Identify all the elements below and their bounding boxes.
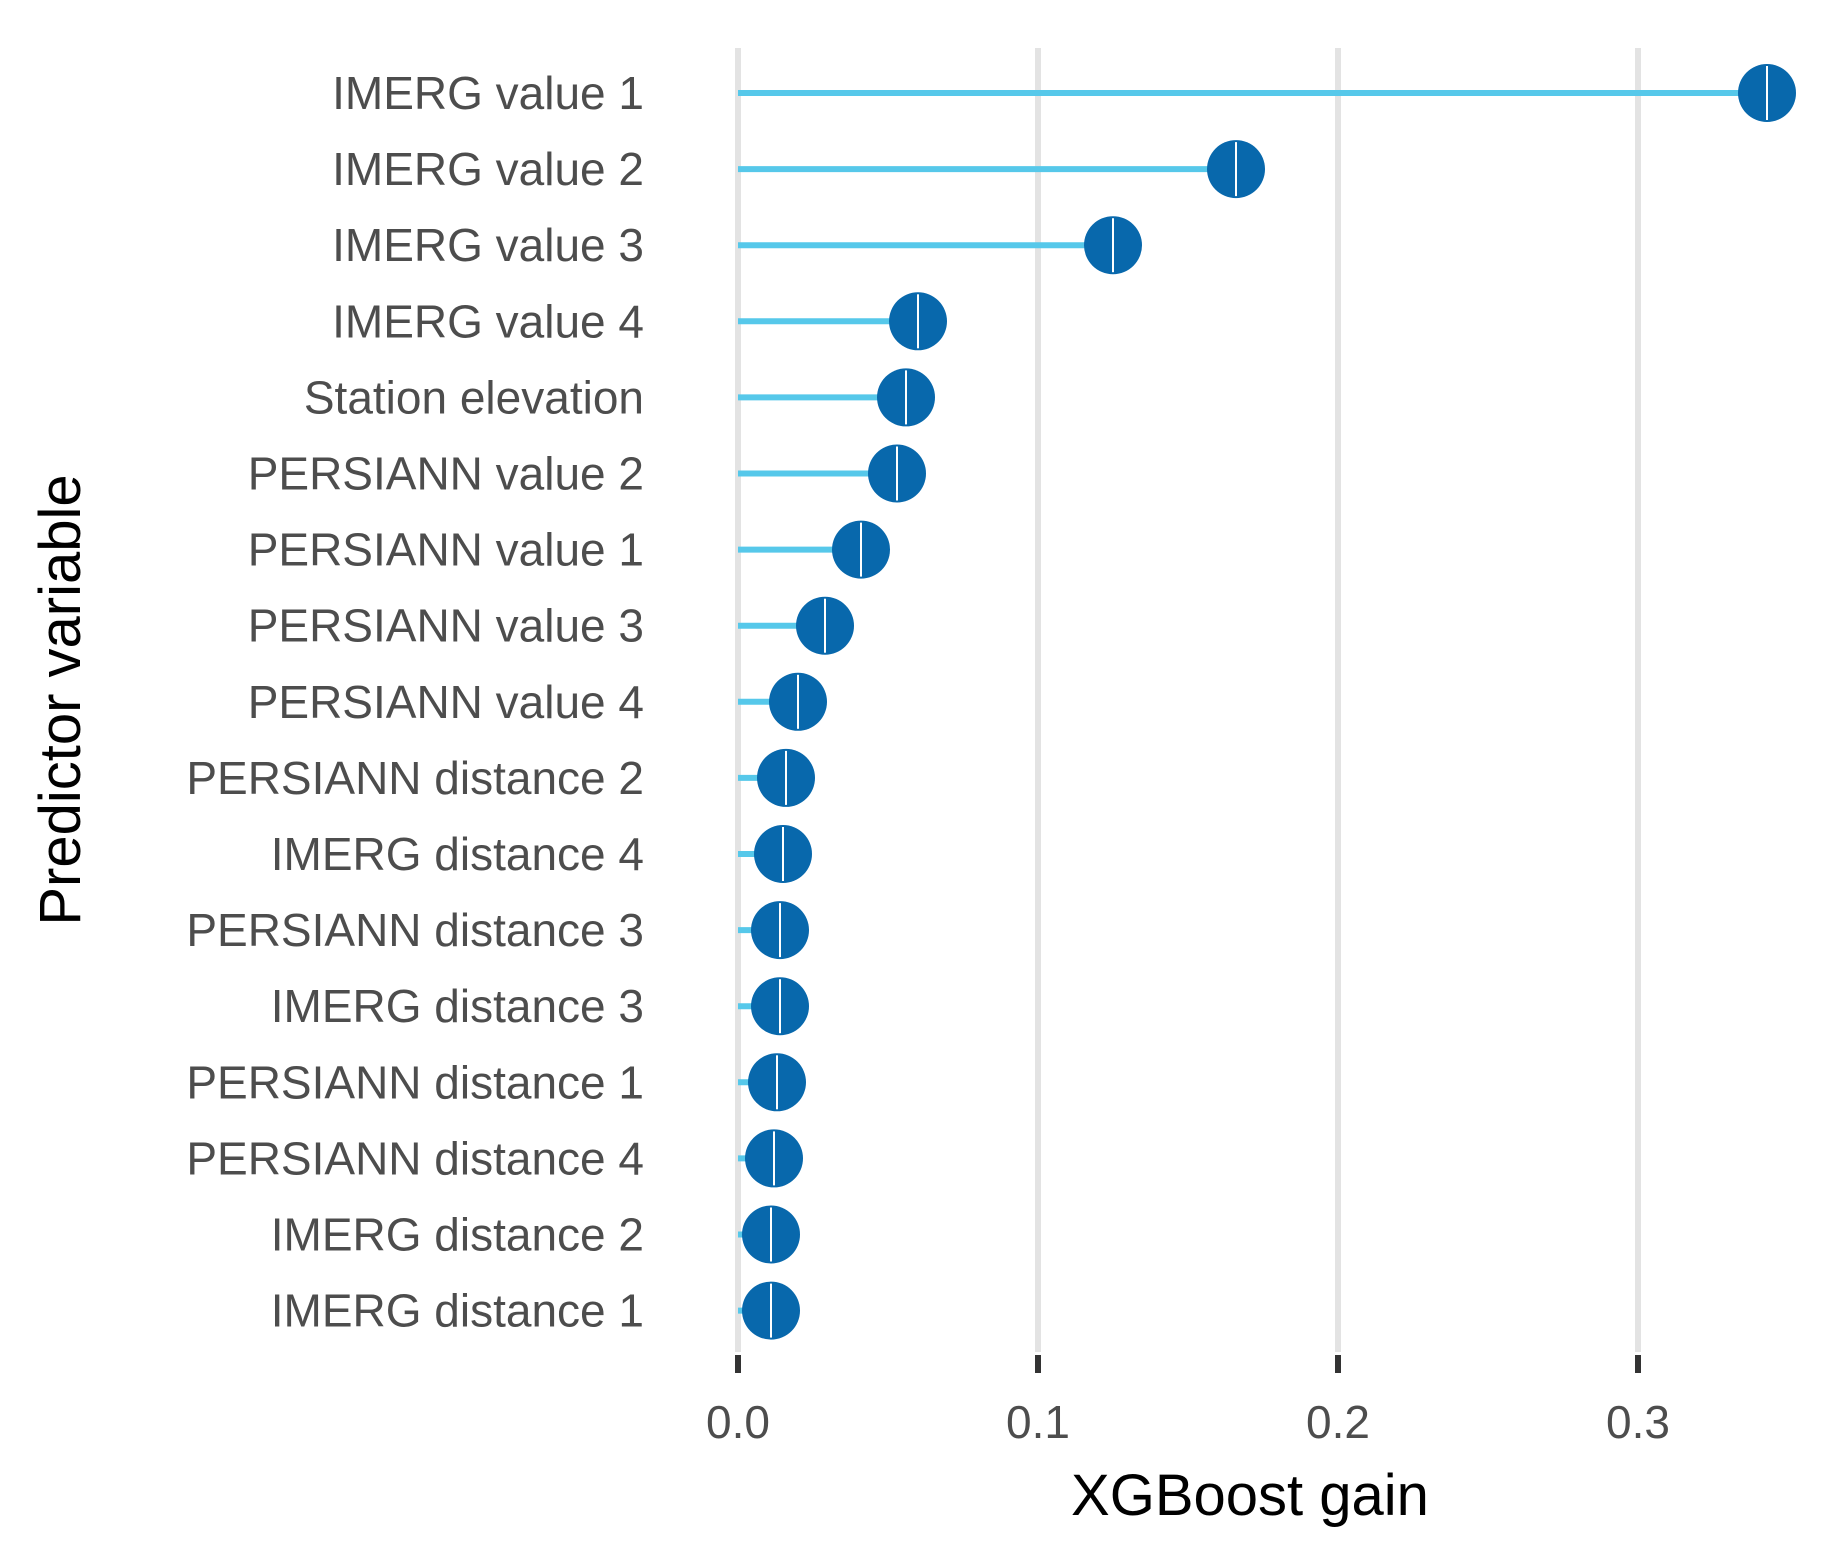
y-category-label: PERSIANN value 1 [248,524,644,576]
y-category-label: PERSIANN distance 1 [186,1056,644,1108]
stem-layer [738,90,1767,1314]
y-category-label: PERSIANN distance 2 [186,752,644,804]
y-category-label: PERSIANN distance 3 [186,904,644,956]
y-category-label: IMERG distance 4 [271,828,644,880]
x-tick-label: 0.3 [1606,1396,1670,1448]
y-category-label: IMERG value 2 [332,143,644,195]
y-category-label: IMERG distance 3 [271,980,644,1032]
y-category-label: IMERG value 3 [332,219,644,271]
y-category-label: IMERG value 1 [332,67,644,119]
y-category-label: PERSIANN value 3 [248,600,644,652]
x-tick-label: 0.0 [706,1396,770,1448]
y-category-label: PERSIANN distance 4 [186,1132,644,1184]
x-axis-title: XGBoost gain [1071,1463,1429,1528]
y-tick-labels: IMERG value 1 IMERG value 2 IMERG value 3 I… [186,67,644,1337]
y-category-label: IMERG distance 2 [271,1209,644,1261]
y-axis-title: Predictor variable [28,474,93,925]
x-tick-label: 0.2 [1306,1396,1370,1448]
y-category-label: Station elevation [304,371,644,423]
y-category-label: PERSIANN value 2 [248,448,644,500]
y-category-label: IMERG value 4 [332,295,644,347]
x-tick-layer: 0.0 0.1 0.2 0.3 [706,1355,1670,1448]
point-layer [742,64,1796,1340]
y-category-label: IMERG distance 1 [271,1285,644,1337]
x-tick-label: 0.1 [1006,1396,1070,1448]
y-category-label: PERSIANN value 4 [248,676,644,728]
